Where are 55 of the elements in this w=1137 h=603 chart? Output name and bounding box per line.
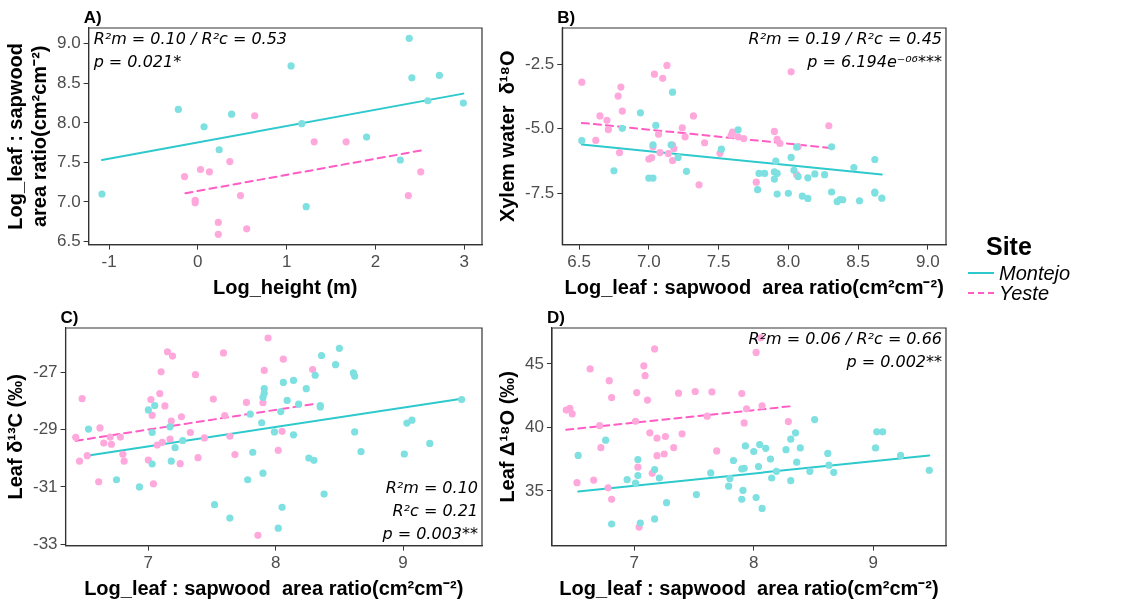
- chart-title: C): [60, 308, 79, 328]
- x-tick-label: -1: [101, 252, 117, 272]
- annotation: R²m = 0.19 / R²c = 0.45: [748, 29, 942, 49]
- y-tick-label: -7.5: [525, 182, 555, 202]
- annotation: R²m = 0.10 / R²c = 0.53: [93, 29, 288, 49]
- y-tick-label: -27: [32, 362, 58, 382]
- y-tick-label: -33: [32, 533, 58, 553]
- annotation: p = 6.194e⁻⁰⁶***: [806, 52, 942, 72]
- annotation: p = 0.002**: [845, 352, 942, 372]
- y-axis-title: Leaf Δ¹⁸O (‰): [495, 371, 518, 503]
- y-tick-label: 7.5: [56, 152, 81, 172]
- y-tick-label: 9.0: [56, 33, 81, 53]
- y-tick-label: 7.0: [56, 191, 81, 211]
- y-axis-title: Log_leaf : sapwood area ratio(cm²cm⁻²): [3, 42, 50, 230]
- y-tick-label: 8.0: [56, 112, 81, 132]
- x-tick-label: 9: [868, 553, 878, 573]
- x-tick-label: 8.0: [776, 252, 801, 272]
- x-axis-title: Log_height (m): [213, 275, 358, 298]
- x-tick-label: 3: [459, 252, 469, 272]
- legend-title: Site: [986, 232, 1033, 261]
- y-axis-title: Leaf δ¹³C (‰): [3, 374, 26, 500]
- y-tick-label: 6.5: [56, 231, 81, 251]
- x-tick-label: 7.0: [636, 252, 661, 272]
- y-axis-title: Xylem water δ¹⁸O: [495, 50, 518, 223]
- y-tick-label: 45: [524, 353, 544, 373]
- x-tick-label: 8: [270, 553, 281, 573]
- x-tick-label: 9.0: [916, 252, 940, 272]
- x-tick-label: 1: [281, 252, 292, 272]
- y-tick-label: 35: [524, 480, 544, 500]
- x-tick-label: 7.5: [706, 252, 731, 272]
- x-axis-title: Log_leaf : sapwood area ratio(cm²cm⁻²): [559, 576, 939, 599]
- annotation: p = 0.003**: [381, 523, 478, 543]
- y-tick-label: 40: [524, 417, 544, 437]
- x-tick-label: 2: [370, 252, 381, 272]
- y-tick-label: -5.0: [525, 118, 555, 138]
- x-tick-label: 6.5: [567, 252, 591, 272]
- annotation: R²m = 0.10: [385, 477, 478, 497]
- x-tick-label: 8.5: [846, 252, 870, 272]
- x-tick-label: 7: [629, 553, 640, 573]
- chart-title: D): [546, 308, 565, 328]
- chart-title: B): [557, 8, 576, 28]
- annotation: R²m = 0.06 / R²c = 0.66: [748, 329, 942, 349]
- annotation: R²c = 0.21: [392, 500, 478, 520]
- annotation: p = 0.021*: [92, 52, 182, 72]
- y-tick-label: 8.5: [56, 73, 81, 93]
- y-tick-label: -31: [32, 476, 58, 496]
- x-tick-label: 9: [398, 553, 408, 573]
- x-axis-title: Log_leaf : sapwood area ratio(cm²cm⁻²): [84, 576, 464, 599]
- x-tick-label: 0: [193, 252, 203, 272]
- x-tick-label: 7: [143, 553, 154, 573]
- chart-title: A): [83, 8, 102, 28]
- y-tick-label: -29: [32, 419, 58, 439]
- y-tick-label: -2.5: [525, 53, 555, 73]
- x-axis-title: Log_leaf : sapwood area ratio(cm²cm⁻²): [564, 275, 944, 298]
- x-tick-label: 8: [749, 553, 759, 573]
